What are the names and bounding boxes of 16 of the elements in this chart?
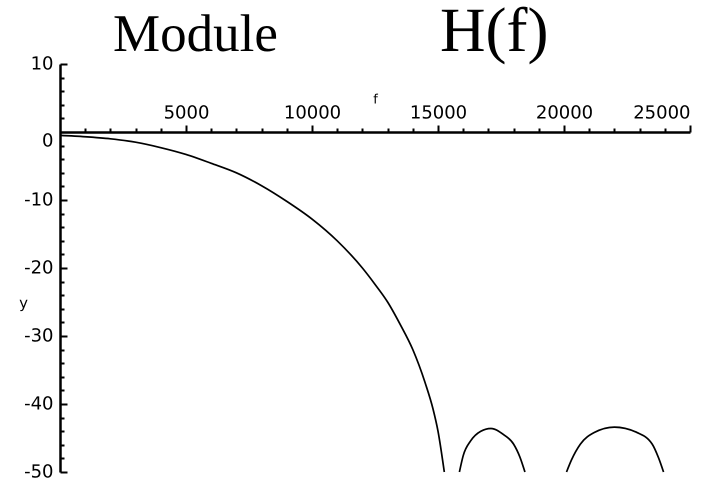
chart-title: Module — [113, 5, 278, 63]
y-tick-label: 10 — [30, 54, 54, 74]
y-tick-label: -10 — [24, 190, 54, 210]
y-tick-label: -40 — [24, 394, 54, 414]
x-tick-label: 25000 — [633, 102, 690, 124]
x-tick-label: 20000 — [536, 102, 594, 124]
x-tick-label: 5000 — [164, 102, 210, 124]
y-axis-title: y — [19, 294, 28, 312]
x-axis-title: f — [373, 92, 378, 108]
y-tick-label: -50 — [24, 462, 54, 479]
y-tick-label: -20 — [24, 258, 54, 278]
y-tick-label: 0 — [42, 130, 54, 152]
x-tick-label: 15000 — [410, 102, 468, 124]
chart-subtitle: H(f) — [440, 0, 548, 65]
y-tick-label: -30 — [24, 326, 54, 346]
x-tick-label: 10000 — [284, 102, 342, 124]
